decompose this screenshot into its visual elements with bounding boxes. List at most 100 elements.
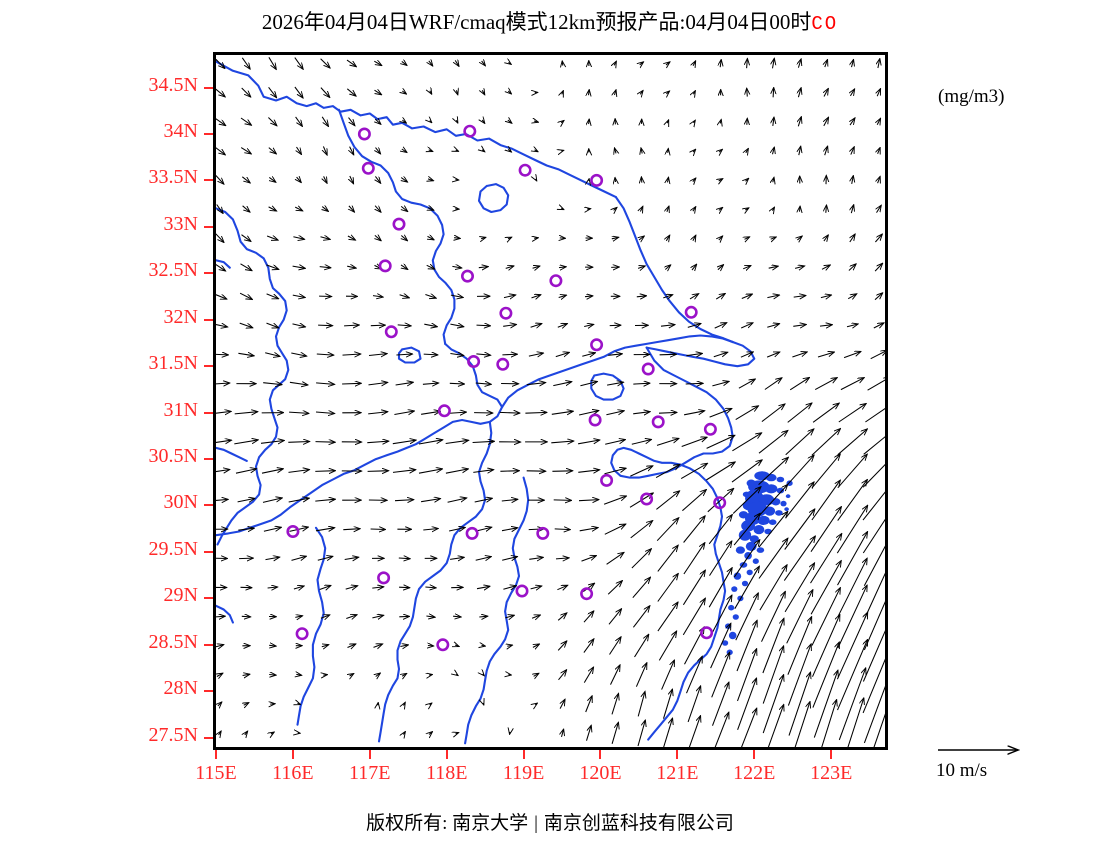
wind-arrow — [374, 61, 381, 65]
wind-arrow — [552, 471, 572, 472]
station-marker[interactable] — [286, 524, 300, 538]
wind-arrow — [349, 206, 355, 212]
station-marker[interactable] — [641, 362, 655, 376]
map-plot-area[interactable] — [213, 52, 888, 750]
wind-arrow — [554, 529, 571, 530]
wind-arrow — [319, 586, 331, 590]
island-shape — [752, 558, 759, 564]
station-marker[interactable] — [465, 526, 479, 540]
station-marker[interactable] — [377, 571, 391, 585]
wind-arrow — [663, 718, 672, 747]
wind-arrow — [874, 263, 883, 272]
station-marker[interactable] — [392, 217, 406, 231]
footer-copyright: 版权所有: 南京大学 | 南京创蓝科技有限公司 — [0, 808, 1100, 835]
wind-arrow — [561, 208, 564, 209]
station-marker[interactable] — [436, 638, 450, 652]
y-axis-label: 31N — [163, 398, 198, 421]
wind-arrow — [240, 147, 251, 154]
wind-arrow — [708, 515, 732, 545]
wind-arrow — [560, 699, 565, 709]
station-marker[interactable] — [378, 259, 392, 273]
wind-arrow — [370, 529, 386, 530]
station-marker[interactable] — [590, 338, 604, 352]
station-marker[interactable] — [295, 627, 309, 641]
wind-arrow — [368, 412, 388, 414]
wind-arrow — [783, 536, 815, 581]
wind-arrow — [456, 120, 457, 123]
station-marker[interactable] — [361, 161, 375, 175]
station-marker[interactable] — [357, 127, 371, 141]
wind-arrow — [557, 324, 568, 328]
wind-arrow — [375, 176, 380, 183]
station-marker[interactable] — [700, 626, 714, 640]
wind-arrow — [589, 90, 590, 96]
station-marker[interactable] — [518, 163, 532, 177]
wind-arrow — [659, 354, 677, 355]
y-tick — [204, 690, 213, 693]
wind-arrow — [402, 149, 407, 152]
station-marker[interactable] — [461, 269, 475, 283]
wind-arrow — [706, 462, 735, 481]
station-marker[interactable] — [549, 274, 563, 288]
station-marker[interactable] — [437, 404, 451, 418]
wind-arrow — [294, 207, 302, 211]
wind-arrow — [693, 178, 696, 182]
station-marker[interactable] — [651, 415, 665, 429]
wind-arrow — [867, 377, 885, 391]
station-marker[interactable] — [536, 526, 550, 540]
wind-arrow — [864, 572, 885, 619]
station-marker[interactable] — [515, 584, 529, 598]
station-marker[interactable] — [640, 492, 654, 506]
wind-arrow — [561, 121, 564, 123]
wind-arrow — [797, 236, 802, 240]
island-shape — [741, 580, 749, 587]
wind-arrow — [706, 435, 735, 449]
wind-arrow — [475, 527, 491, 531]
station-marker[interactable] — [588, 413, 602, 427]
wind-arrow — [344, 325, 359, 326]
station-marker[interactable] — [467, 354, 481, 368]
station-marker[interactable] — [684, 305, 698, 319]
boundary-line — [337, 108, 456, 345]
station-marker[interactable] — [499, 306, 513, 320]
wind-arrow — [812, 403, 839, 423]
boundary-line — [377, 420, 493, 743]
wind-arrow — [216, 440, 231, 443]
wind-arrow — [453, 616, 461, 617]
wind-arrow — [482, 90, 485, 95]
wind-arrow — [298, 703, 301, 704]
wind-arrow — [794, 266, 804, 268]
wind-arrow — [810, 534, 842, 584]
wind-arrow — [216, 616, 225, 617]
wind-arrow — [632, 577, 651, 599]
station-marker[interactable] — [463, 124, 477, 138]
station-marker[interactable] — [713, 496, 727, 510]
wind-arrow — [508, 120, 512, 123]
wind-arrow — [216, 58, 225, 68]
wind-arrow — [666, 235, 669, 241]
wind-arrow — [741, 708, 756, 747]
wind-arrow — [812, 615, 840, 677]
station-marker[interactable] — [703, 422, 717, 436]
island-shape — [722, 640, 729, 646]
wind-arrow — [292, 324, 306, 327]
wind-arrow — [532, 266, 540, 268]
wind-arrow — [240, 117, 251, 125]
wind-arrow — [758, 538, 788, 579]
wind-arrow — [667, 206, 669, 212]
station-marker[interactable] — [590, 173, 604, 187]
station-marker[interactable] — [496, 357, 510, 371]
wind-arrow — [582, 583, 594, 593]
station-marker[interactable] — [384, 325, 398, 339]
station-marker[interactable] — [600, 473, 614, 487]
wind-arrow — [456, 674, 458, 675]
wind-arrow — [429, 732, 432, 735]
wind-arrow — [266, 322, 279, 328]
wind-arrow — [430, 91, 432, 94]
station-marker[interactable] — [580, 587, 594, 601]
wind-arrow — [324, 176, 327, 183]
island-shape — [764, 506, 776, 516]
wind-arrow — [732, 487, 761, 514]
boundary-line — [216, 446, 248, 462]
wind-arrow — [239, 292, 252, 299]
